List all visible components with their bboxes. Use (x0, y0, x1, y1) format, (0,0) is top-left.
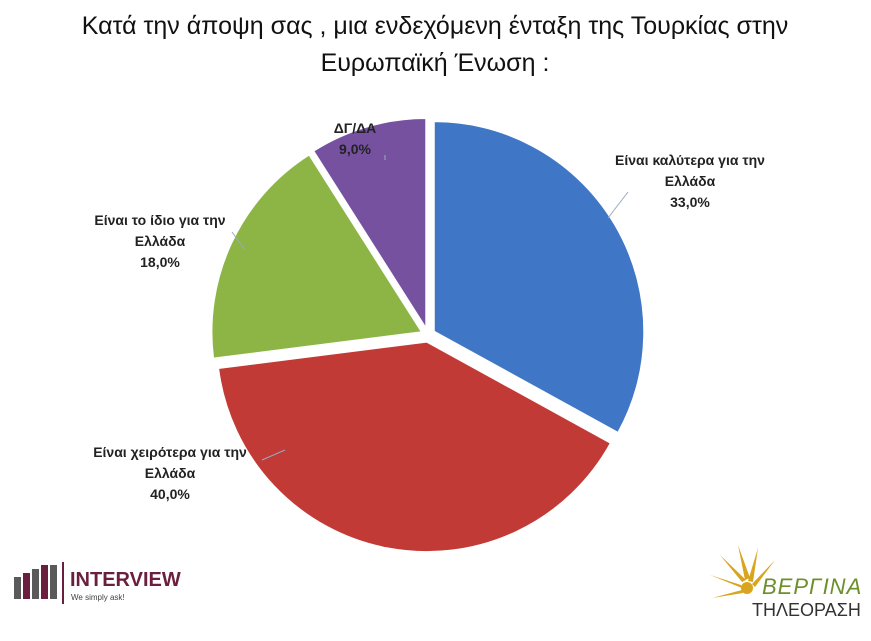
vergina-icon (710, 545, 775, 598)
label-value: 18,0% (140, 254, 180, 270)
data-label: Είναι το ίδιο για την Ελλάδα 18,0% (80, 210, 240, 273)
label-category: Είναι το ίδιο για την Ελλάδα (94, 212, 226, 249)
title-text: Κατά την άποψη σας , μια ενδεχόμενη έντα… (81, 12, 789, 77)
pie-slice (210, 153, 423, 360)
vergina-subtitle: ΤΗΛΕΟΡΑΣΗ (752, 600, 861, 620)
interview-name: INTERVIEW (70, 569, 181, 591)
interview-tagline: We simply ask! (71, 593, 125, 602)
pie-slice (433, 120, 645, 434)
interview-icon (14, 562, 64, 604)
label-category: ΔΓ/ΔΑ (333, 120, 377, 136)
label-category: Είναι χειρότερα για την Ελλάδα (93, 444, 247, 481)
chart-title: Κατά την άποψη σας , μια ενδεχόμενη έντα… (20, 8, 850, 82)
pie-slice (217, 341, 612, 553)
label-value: 9,0% (339, 141, 371, 157)
pie-slice (312, 117, 427, 331)
label-value: 40,0% (150, 486, 190, 502)
leader-line (607, 191, 629, 219)
leader-line (231, 231, 246, 251)
data-label: Είναι καλύτερα για την Ελλάδα 33,0% (605, 150, 775, 213)
vergina-name: ΒΕΡΓΙΝΑ (762, 574, 863, 599)
data-label: Είναι χειρότερα για την Ελλάδα 40,0% (70, 442, 270, 505)
leader-line (261, 449, 286, 461)
label-value: 33,0% (670, 194, 710, 210)
label-category: Είναι καλύτερα για την Ελλάδα (615, 152, 765, 189)
data-label: ΔΓ/ΔΑ 9,0% (300, 118, 410, 160)
